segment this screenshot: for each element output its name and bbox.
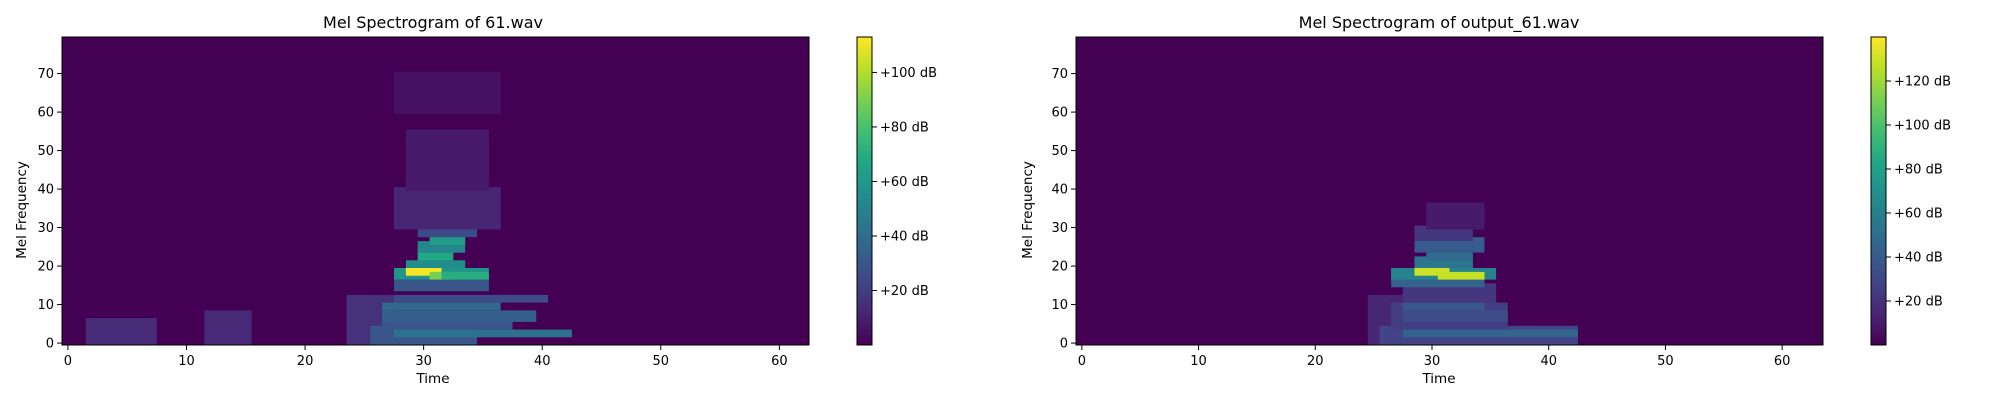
heatmap-cell bbox=[417, 241, 466, 253]
y-tick-label: 60 bbox=[1051, 106, 1068, 121]
colorbar-gradient bbox=[856, 36, 873, 346]
heatmap-cell bbox=[1414, 237, 1485, 253]
x-tick-label: 50 bbox=[1657, 354, 1674, 369]
heatmap-area bbox=[62, 37, 809, 346]
colorbar-tick-label: +60 dB bbox=[880, 175, 929, 190]
heatmap-cell bbox=[405, 268, 442, 276]
y-tick-label: 70 bbox=[1051, 67, 1068, 82]
y-tick-label: 40 bbox=[1051, 183, 1068, 198]
heatmap-cell bbox=[417, 248, 454, 261]
y-tick-label: 50 bbox=[37, 144, 54, 159]
y-tick-label: 0 bbox=[1060, 337, 1068, 352]
heatmap-cell bbox=[405, 260, 466, 268]
chart-title: Mel Spectrogram of output_61.wav bbox=[1299, 13, 1580, 33]
panel-2: Mel Spectrogram of output_61.wav 0 10 20 30… bbox=[1020, 13, 1951, 387]
x-tick-label: 0 bbox=[64, 354, 72, 369]
y-tick-label: 50 bbox=[1051, 144, 1068, 159]
heatmap-cell bbox=[394, 187, 501, 230]
chart-title: Mel Spectrogram of 61.wav bbox=[323, 13, 543, 32]
heatmap-cell bbox=[1414, 256, 1473, 268]
plot-frame bbox=[1075, 36, 1824, 346]
y-tick-label: 20 bbox=[1051, 260, 1068, 275]
panel-1: Mel Spectrogram of 61.wav 0 10 20 30 40 50 600… bbox=[14, 13, 937, 387]
colorbar-tick-label: +20 dB bbox=[1894, 295, 1943, 310]
heatmap-cell bbox=[1426, 202, 1485, 230]
colorbar: +20 dB +40 dB +60 dB +80 dB +100 dB +120 dB bbox=[1870, 36, 1951, 346]
heatmap-cell bbox=[85, 318, 157, 345]
x-tick-label: 60 bbox=[771, 354, 788, 369]
colorbar-tick-label: +80 dB bbox=[1894, 163, 1943, 178]
heatmap-cell bbox=[394, 71, 501, 114]
y-tick-label: 10 bbox=[1051, 298, 1068, 313]
x-tick-label: 40 bbox=[534, 354, 551, 369]
colorbar-tick-label: +40 dB bbox=[880, 229, 929, 244]
heatmap-cell bbox=[382, 321, 513, 330]
heatmap-cell bbox=[429, 233, 466, 245]
y-tick-label: 30 bbox=[1051, 221, 1068, 236]
axes: 0 10 20 30 40 50 60 0 10 20 30 40 50 60 70 bbox=[1051, 36, 1824, 369]
plot-frame bbox=[61, 36, 810, 346]
heatmap-cell bbox=[394, 279, 489, 292]
colorbar: +20 dB +40 dB +60 dB +80 dB +100 dB bbox=[856, 36, 937, 346]
colorbar-tick-label: +120 dB bbox=[1894, 75, 1951, 90]
x-tick-label: 30 bbox=[1424, 354, 1441, 369]
heatmap-cell bbox=[1391, 275, 1485, 288]
heatmap-cell bbox=[204, 310, 252, 345]
heatmap-cell bbox=[1402, 302, 1485, 311]
colorbar-tick-label: +60 dB bbox=[1894, 207, 1943, 222]
y-tick-label: 70 bbox=[37, 67, 54, 82]
y-axis-label: Mel Frequency bbox=[14, 161, 30, 259]
heatmap-cell bbox=[394, 294, 549, 303]
heatmap-cell bbox=[382, 302, 501, 311]
x-axis-label: Time bbox=[415, 371, 449, 387]
y-tick-label: 10 bbox=[37, 298, 54, 313]
heatmap-cell bbox=[1414, 268, 1450, 276]
x-tick-label: 20 bbox=[1307, 354, 1324, 369]
x-tick-label: 10 bbox=[178, 354, 195, 369]
heatmap-cell bbox=[1437, 271, 1485, 280]
y-tick-label: 0 bbox=[46, 337, 54, 352]
y-axis-label: Mel Frequency bbox=[1020, 161, 1036, 259]
x-tick-label: 20 bbox=[297, 354, 314, 369]
x-axis-label: Time bbox=[1421, 371, 1455, 387]
y-tick-label: 20 bbox=[37, 260, 54, 275]
x-tick-label: 30 bbox=[415, 354, 432, 369]
colorbar-gradient bbox=[1870, 36, 1887, 346]
heatmap-area bbox=[1076, 37, 1823, 346]
x-tick-label: 60 bbox=[1774, 354, 1791, 369]
axes: 0 10 20 30 40 50 60 0 10 20 30 40 50 60 70 bbox=[37, 36, 810, 369]
heatmap-cell bbox=[405, 129, 489, 191]
heatmap-cell bbox=[1402, 310, 1508, 322]
heatmap-cell bbox=[441, 271, 489, 280]
x-tick-label: 40 bbox=[1540, 354, 1557, 369]
heatmap-cell bbox=[382, 310, 537, 322]
colorbar-tick-label: +40 dB bbox=[1894, 251, 1943, 266]
y-tick-label: 40 bbox=[37, 183, 54, 198]
colorbar-tick-label: +80 dB bbox=[880, 120, 929, 135]
x-tick-label: 0 bbox=[1078, 354, 1086, 369]
heatmap-cell bbox=[1402, 283, 1497, 303]
x-tick-label: 50 bbox=[653, 354, 670, 369]
x-tick-label: 10 bbox=[1190, 354, 1207, 369]
colorbar-tick-label: +20 dB bbox=[880, 284, 929, 299]
heatmap-cell bbox=[394, 329, 572, 338]
heatmap-cell bbox=[1426, 248, 1473, 261]
colorbar-tick-label: +100 dB bbox=[880, 66, 937, 81]
colorbar-tick-label: +100 dB bbox=[1894, 119, 1951, 134]
y-tick-label: 60 bbox=[37, 106, 54, 121]
heatmap-cell bbox=[1402, 329, 1578, 338]
y-tick-label: 30 bbox=[37, 221, 54, 236]
